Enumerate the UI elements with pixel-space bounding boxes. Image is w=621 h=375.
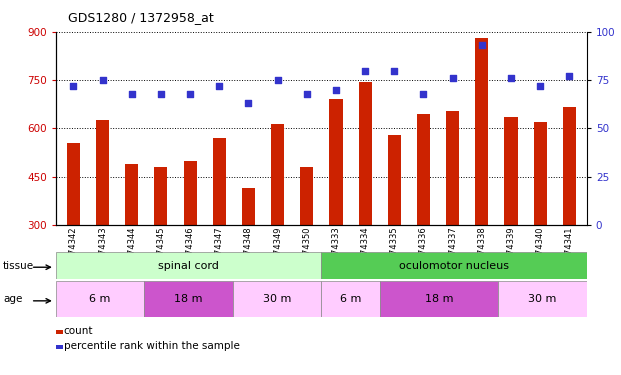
Point bbox=[127, 91, 137, 97]
Text: tissue: tissue bbox=[3, 261, 34, 271]
Bar bbox=[475, 38, 488, 225]
Point bbox=[68, 83, 78, 89]
Point bbox=[564, 73, 574, 79]
Bar bbox=[96, 120, 109, 225]
Bar bbox=[498, 281, 587, 317]
Bar bbox=[125, 164, 138, 225]
Bar bbox=[184, 160, 197, 225]
Bar bbox=[56, 281, 144, 317]
Bar bbox=[144, 281, 233, 317]
Bar bbox=[67, 143, 80, 225]
Bar bbox=[563, 106, 576, 225]
Point bbox=[302, 91, 312, 97]
Bar bbox=[380, 281, 498, 317]
Bar bbox=[322, 281, 380, 317]
Text: 18 m: 18 m bbox=[175, 294, 203, 304]
Point bbox=[331, 87, 341, 93]
Bar bbox=[56, 252, 322, 279]
Bar bbox=[533, 122, 546, 225]
Bar bbox=[504, 117, 517, 225]
Text: age: age bbox=[3, 294, 22, 304]
Bar bbox=[446, 111, 459, 225]
Bar bbox=[300, 167, 314, 225]
Point bbox=[214, 83, 224, 89]
Text: 30 m: 30 m bbox=[528, 294, 557, 304]
Point bbox=[448, 75, 458, 81]
Point bbox=[389, 68, 399, 74]
Bar bbox=[322, 252, 587, 279]
Point bbox=[185, 91, 195, 97]
Bar bbox=[417, 114, 430, 225]
Text: GDS1280 / 1372958_at: GDS1280 / 1372958_at bbox=[68, 11, 214, 24]
Text: oculomotor nucleus: oculomotor nucleus bbox=[399, 261, 509, 271]
Text: 6 m: 6 m bbox=[340, 294, 361, 304]
Text: count: count bbox=[64, 326, 93, 336]
Point bbox=[506, 75, 516, 81]
Point bbox=[273, 77, 283, 83]
Bar bbox=[388, 135, 401, 225]
Point bbox=[97, 77, 107, 83]
Point bbox=[419, 91, 428, 97]
Point bbox=[360, 68, 370, 74]
Bar bbox=[271, 124, 284, 225]
Text: 6 m: 6 m bbox=[89, 294, 111, 304]
Bar bbox=[155, 167, 168, 225]
Point bbox=[156, 91, 166, 97]
Bar bbox=[358, 82, 372, 225]
Text: spinal cord: spinal cord bbox=[158, 261, 219, 271]
Text: percentile rank within the sample: percentile rank within the sample bbox=[64, 341, 240, 351]
Bar bbox=[213, 138, 226, 225]
Bar bbox=[233, 281, 322, 317]
Point bbox=[243, 100, 253, 106]
Bar bbox=[329, 99, 343, 225]
Bar bbox=[242, 188, 255, 225]
Point bbox=[535, 83, 545, 89]
Point bbox=[477, 42, 487, 48]
Text: 18 m: 18 m bbox=[425, 294, 453, 304]
Text: 30 m: 30 m bbox=[263, 294, 291, 304]
